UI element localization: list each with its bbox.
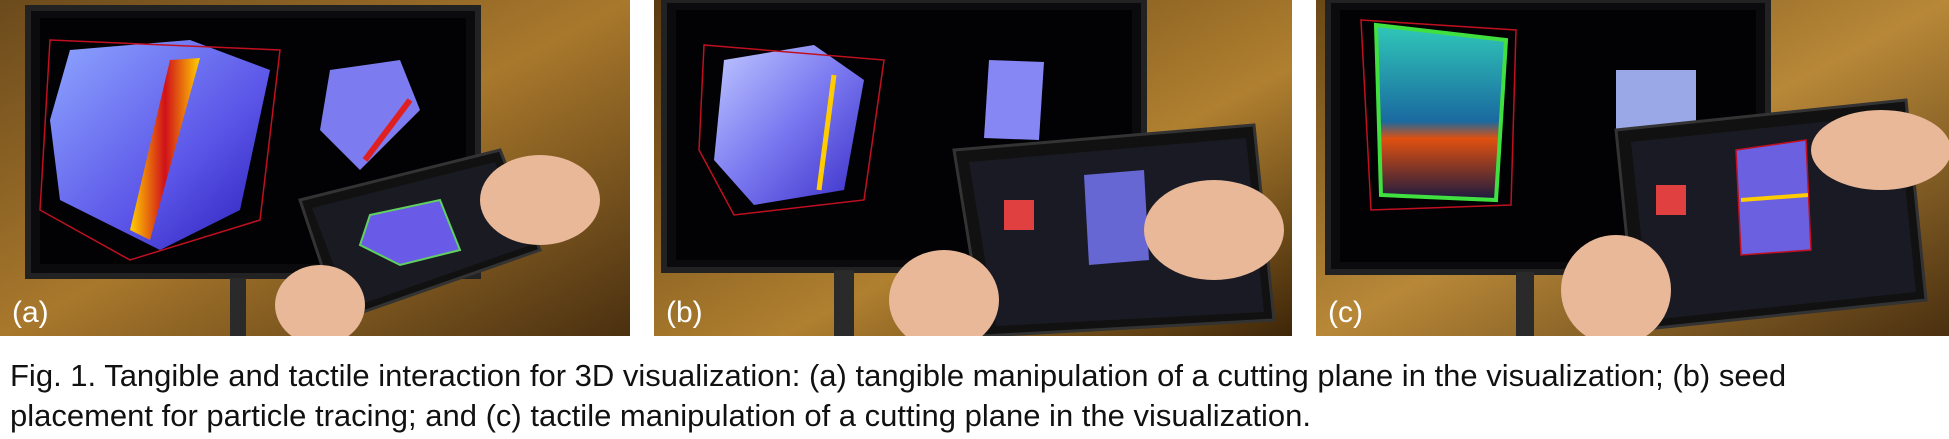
caption-line-1: Fig. 1. Tangible and tactile interaction… [10,358,1787,393]
figure-photo-a: (a) [0,0,630,336]
panel-label-a: (a) [12,296,49,329]
figure-photo-c: (c) [1316,0,1949,336]
photo-seed-placement [654,0,1292,336]
photo-tactile-manipulation [1316,0,1949,336]
figure-caption: Fig. 1. Tangible and tactile interaction… [10,356,1940,436]
panel-label-b: (b) [666,296,703,329]
caption-line-2: placement for particle tracing; and (c) … [10,398,1311,433]
figure-photo-b: (b) [654,0,1292,336]
photo-tangible-manipulation [0,0,630,336]
panel-label-c: (c) [1328,296,1363,329]
